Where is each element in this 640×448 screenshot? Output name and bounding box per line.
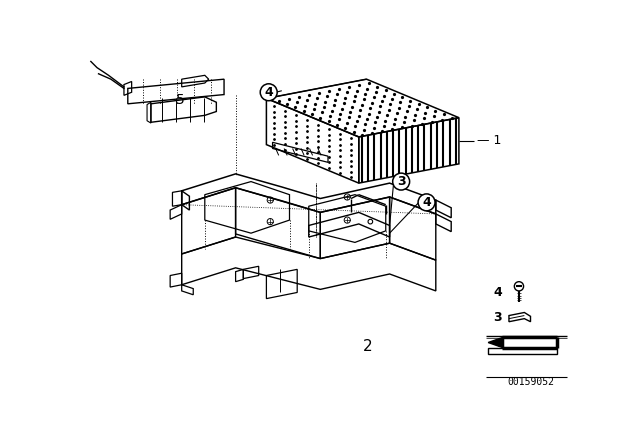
Text: 4: 4 xyxy=(264,86,273,99)
Circle shape xyxy=(260,84,277,101)
Polygon shape xyxy=(488,337,504,348)
Text: 5: 5 xyxy=(176,93,184,107)
Text: 4: 4 xyxy=(493,286,502,299)
Text: 3: 3 xyxy=(493,311,502,324)
Text: 2: 2 xyxy=(364,339,373,354)
Text: 3: 3 xyxy=(397,175,406,188)
Circle shape xyxy=(393,173,410,190)
Text: 4: 4 xyxy=(422,196,431,209)
Text: 00159052: 00159052 xyxy=(507,377,554,387)
Text: — 1: — 1 xyxy=(477,134,502,147)
Circle shape xyxy=(418,194,435,211)
